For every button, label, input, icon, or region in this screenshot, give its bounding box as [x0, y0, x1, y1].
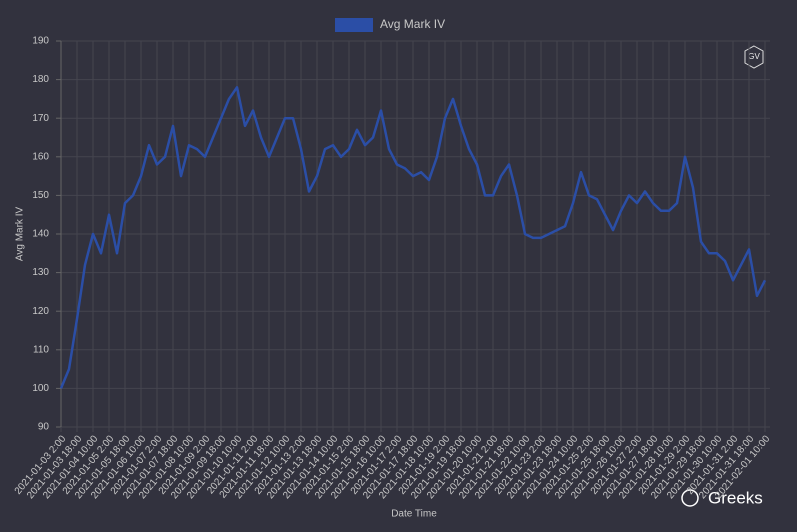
line-series — [59, 86, 767, 389]
y-tick-label: 180 — [32, 74, 49, 85]
x-axis-label: Date Time — [391, 509, 437, 520]
y-tick-label: 170 — [32, 113, 49, 124]
watermark: Greeks — [708, 488, 763, 507]
legend-swatch[interactable] — [335, 18, 373, 32]
y-tick-label: 160 — [32, 151, 49, 162]
watermark-icon — [681, 489, 699, 507]
logo-frame — [744, 45, 764, 69]
y-tick-label: 100 — [32, 383, 49, 394]
y-tick-label: 190 — [32, 36, 49, 47]
y-tick-label: 90 — [38, 422, 50, 433]
y-tick-label: 130 — [32, 267, 49, 278]
logo: GV — [748, 52, 760, 61]
y-tick-label: 140 — [32, 229, 49, 240]
y-tick-label: 150 — [32, 190, 49, 201]
y-tick-label: 110 — [33, 344, 49, 355]
y-tick-label: 120 — [32, 306, 49, 317]
y-axis-label: Avg Mark IV — [15, 207, 26, 262]
legend-label[interactable]: Avg Mark IV — [380, 17, 445, 31]
